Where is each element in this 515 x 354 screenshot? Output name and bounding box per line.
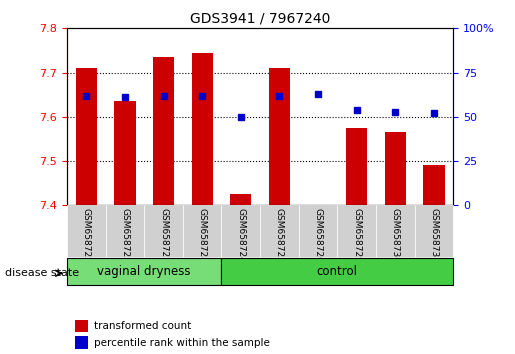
Text: control: control [317,265,358,278]
Bar [75,336,88,349]
Bar [76,68,97,205]
Text: GSM658723: GSM658723 [121,208,129,263]
Text: disease state: disease state [5,268,79,278]
Text: GSM658726: GSM658726 [314,208,322,263]
Bar [192,53,213,205]
Bar [230,194,251,205]
Bar [376,205,415,257]
Text: GSM658730: GSM658730 [391,208,400,263]
Bar [67,205,106,257]
Bar [299,205,337,257]
Text: GSM658731: GSM658731 [430,208,438,263]
Bar [183,205,221,257]
Bar [385,132,406,205]
Text: GSM658729: GSM658729 [352,208,361,263]
Bar [67,258,221,285]
Bar [221,258,453,285]
Title: GDS3941 / 7967240: GDS3941 / 7967240 [190,12,330,26]
Bar [423,166,444,205]
Text: GSM658727: GSM658727 [159,208,168,263]
Bar [153,57,174,205]
Text: transformed count: transformed count [94,321,191,331]
Bar [337,205,376,257]
Bar [144,205,183,257]
Bar [260,205,299,257]
Text: percentile rank within the sample: percentile rank within the sample [94,338,270,348]
Bar [114,101,135,205]
Text: GSM658724: GSM658724 [236,208,245,263]
Text: vaginal dryness: vaginal dryness [97,265,191,278]
Text: GSM658725: GSM658725 [275,208,284,263]
Text: GSM658722: GSM658722 [82,208,91,263]
Bar [269,68,290,205]
Bar [106,205,144,257]
Bar [346,128,367,205]
Text: GSM658728: GSM658728 [198,208,207,263]
Bar [221,205,260,257]
Bar [415,205,453,257]
Bar [75,320,88,332]
